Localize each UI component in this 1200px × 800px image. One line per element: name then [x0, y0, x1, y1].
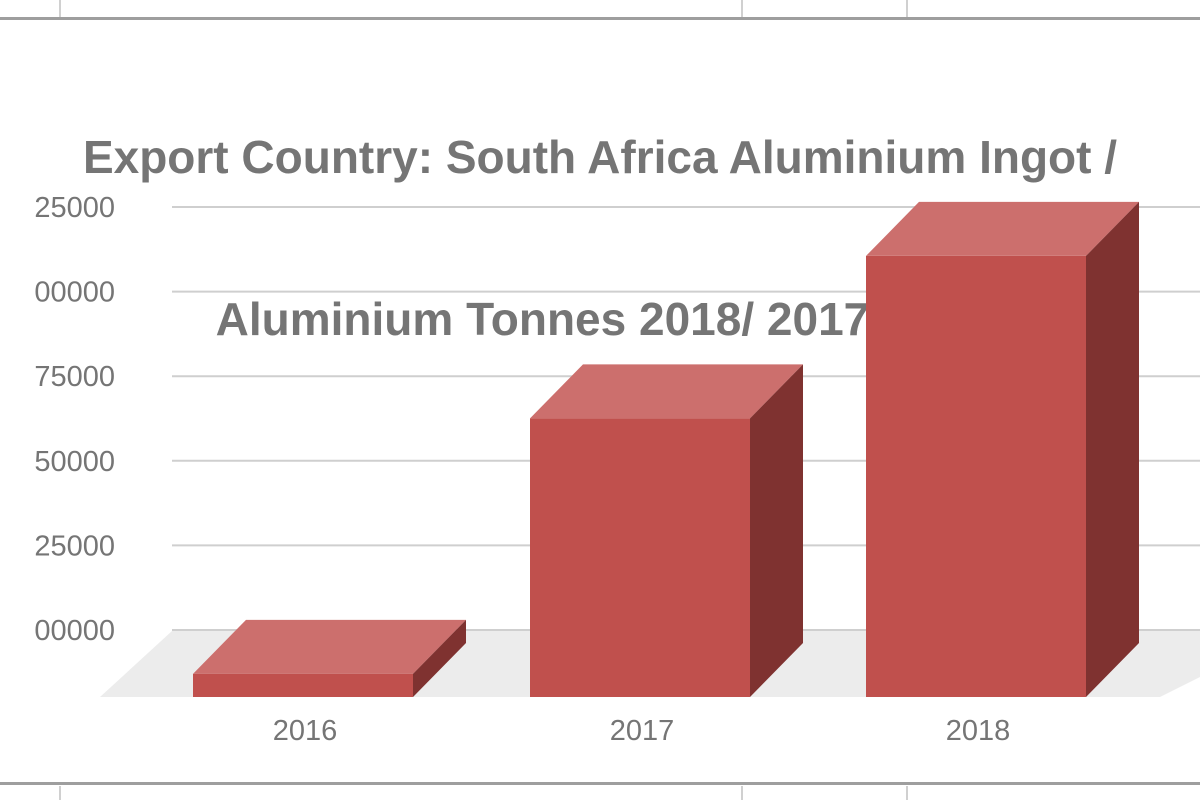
- bar-2016: [193, 619, 466, 697]
- y-tick-label: 00000: [34, 615, 115, 647]
- y-tick-label: 50000: [34, 446, 115, 478]
- y-tick-label: 00000: [34, 277, 115, 309]
- bar-front-face: [530, 418, 750, 697]
- x-tick-label: 2018: [946, 715, 1011, 747]
- bar-2017: [530, 364, 803, 697]
- x-tick-label: 2017: [610, 715, 675, 747]
- bar-top-face: [866, 201, 1139, 256]
- bar-2018: [866, 201, 1139, 697]
- bar-side-face: [1086, 201, 1139, 697]
- y-tick-label: 25000: [34, 192, 115, 224]
- y-tick-label: 75000: [34, 361, 115, 393]
- bar-front-face: [193, 673, 413, 697]
- bars: [193, 201, 1139, 697]
- y-tick-label: 25000: [34, 530, 115, 562]
- bar-side-face: [750, 364, 803, 697]
- chart-title-line-1: Export Country: South Africa Aluminium I…: [82, 131, 1118, 183]
- bar-top-face: [530, 364, 803, 419]
- bar-top-face: [193, 619, 466, 674]
- bar-side-face: [413, 619, 466, 697]
- y-axis-tick-labels: 25000 00000 75000 50000 25000 00000: [34, 192, 115, 647]
- x-axis-tick-labels: 2016 2017 2018: [273, 715, 1011, 747]
- x-tick-label: 2016: [273, 715, 338, 747]
- bar-front-face: [866, 255, 1086, 697]
- chart-title: Export Country: South Africa Aluminium I…: [0, 76, 1200, 346]
